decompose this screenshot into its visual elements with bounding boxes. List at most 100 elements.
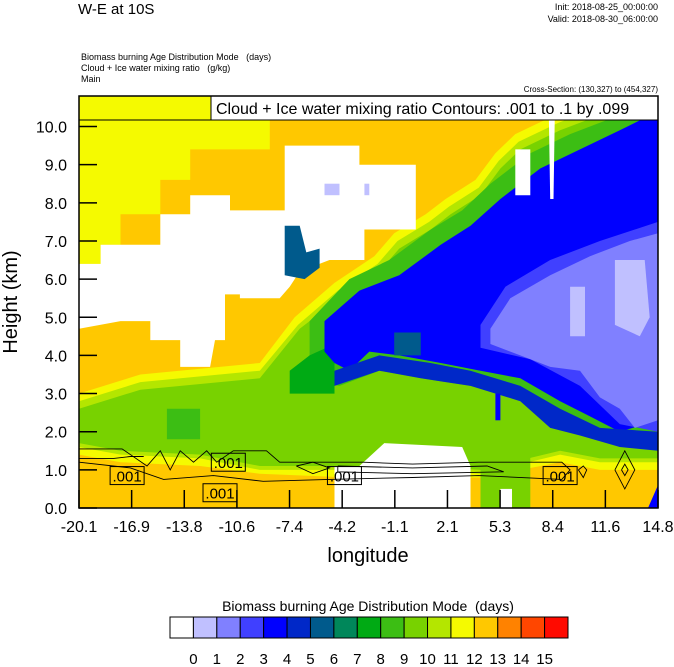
colorbar-box [169,616,194,639]
field-label-2: Cloud + Ice water mixing ratio (g/kg) [81,63,230,73]
x-tick-label: 14.8 [642,519,673,536]
x-tick-label: 8.4 [542,519,564,536]
contour-line [621,463,629,477]
y-tick-label: 2.0 [45,425,67,442]
contour-label: .001 [205,486,234,503]
contour-label: .001 [546,469,575,486]
colorbar-label: 11 [443,651,459,667]
colorbar-label: 7 [353,651,361,667]
plot-frame [78,95,659,509]
y-tick-label: 8.0 [45,196,67,213]
contour-label: .001 [113,469,142,486]
contour-region-bin-5 [334,355,658,451]
init-time: Init: 2018-08-25_00:00:00 [555,2,658,12]
x-tick-label: -7.4 [276,519,304,536]
colorbar-box [520,616,546,639]
contour-region-bin-1 [364,183,370,196]
colorbar-box [239,616,265,639]
colorbar-label: 9 [400,651,408,667]
colorbar-box [192,616,218,639]
colorbar-label: 3 [259,651,267,667]
contour-label-box [542,466,578,486]
colorbar-box [450,616,475,639]
colorbar-box [403,616,429,639]
contour-region-bin-0 [548,96,556,199]
colorbar-title: Biomass burning Age Distribution Mode (d… [222,598,514,614]
axes: 0.01.02.03.04.05.06.07.08.09.010.0-20.1-… [36,120,674,536]
colorbar-label: 2 [236,651,244,667]
y-tick-label: 1.0 [45,463,67,480]
contour-region-bin-0 [515,149,531,196]
colorbar-box [333,616,358,639]
colorbar-label: 5 [306,651,314,667]
colorbar-label: 13 [489,651,506,667]
contour-label-box [109,466,145,486]
y-tick-label: 4.0 [45,348,67,365]
contour-line [79,456,144,459]
colorbar-box [216,616,241,639]
y-tick-label: 7.0 [45,234,67,251]
contour-line [614,449,636,490]
contour-region-bin-12 [79,96,270,264]
colorbar: 0 1 2 3 4 5 6 7 8 9 10 11 12 13 14 15 [169,616,569,667]
contour-labels: .001 .001 .001 .001 .001 [109,452,578,503]
contour-region-bin-1 [570,286,585,337]
colorbar-label: 14 [513,651,530,667]
contour-label-box [210,452,246,472]
y-tick-label: 9.0 [45,158,67,175]
colorbar-label: 0 [189,651,197,667]
colorbar-label: 6 [330,651,338,667]
valid-time: Valid: 2018-08-30_06:00:00 [548,14,658,24]
contour-region-bin-0 [79,145,416,367]
contour-legend-swatch [78,95,212,121]
cross-section-label: Cross-Section: (130,327) to (454,327) [524,85,659,94]
x-tick-label: -16.9 [113,519,150,536]
contour-legend-text: Cloud + Ice water mixing ratio Contours:… [216,101,629,118]
contour-region-bin-4 [495,393,501,421]
colorbar-box [497,616,522,639]
x-tick-label: -10.6 [219,519,256,536]
y-axis-label: Height (km) [0,250,22,353]
x-tick-label: 11.6 [590,519,620,536]
contour-lines [79,448,636,490]
colorbar-box [263,616,288,639]
colorbar-label: 8 [377,651,385,667]
contour-label: .001 [214,455,243,472]
colorbar-box [309,616,335,639]
contour-label-box [326,466,362,486]
y-tick-label: 5.0 [45,310,67,327]
figure-title: W-E at 10S [78,1,154,18]
colorbar-box [473,616,499,639]
y-tick-label: 10.0 [36,120,67,137]
x-tick-label: -20.1 [61,519,98,536]
contour-region-bin-0 [334,443,471,508]
y-tick-label: 3.0 [45,387,67,404]
colorbar-label: 12 [466,651,483,667]
contour-region-bin-1 [324,183,340,196]
colorbar-box [427,616,452,639]
x-tick-label: 2.1 [436,519,458,536]
colorbar-box [356,616,382,639]
field-label-3: Main [81,74,101,84]
contour-line [296,461,331,475]
contour-line [79,448,571,482]
contour-region-bin-0 [500,488,512,508]
x-tick-label: -1.1 [381,519,409,536]
colorbar-box [286,616,311,639]
x-tick-label: -4.2 [328,519,356,536]
contour-region-bin-8 [289,344,335,394]
colorbar-box [544,616,569,639]
colorbar-box [380,616,405,639]
contour-line [578,465,588,479]
y-tick-label: 0.0 [45,501,67,518]
contour-region-bin-6 [394,332,421,356]
colorbar-label: 10 [419,651,436,667]
y-tick-label: 6.0 [45,272,67,289]
colorbar-label: 15 [536,651,553,667]
contour-region-bin-4 [648,485,658,508]
contour-legend: Cloud + Ice water mixing ratio Contours:… [78,95,659,121]
filled-contours [79,96,658,508]
colorbar-label: 4 [283,651,291,667]
contour-label: .001 [330,469,359,486]
